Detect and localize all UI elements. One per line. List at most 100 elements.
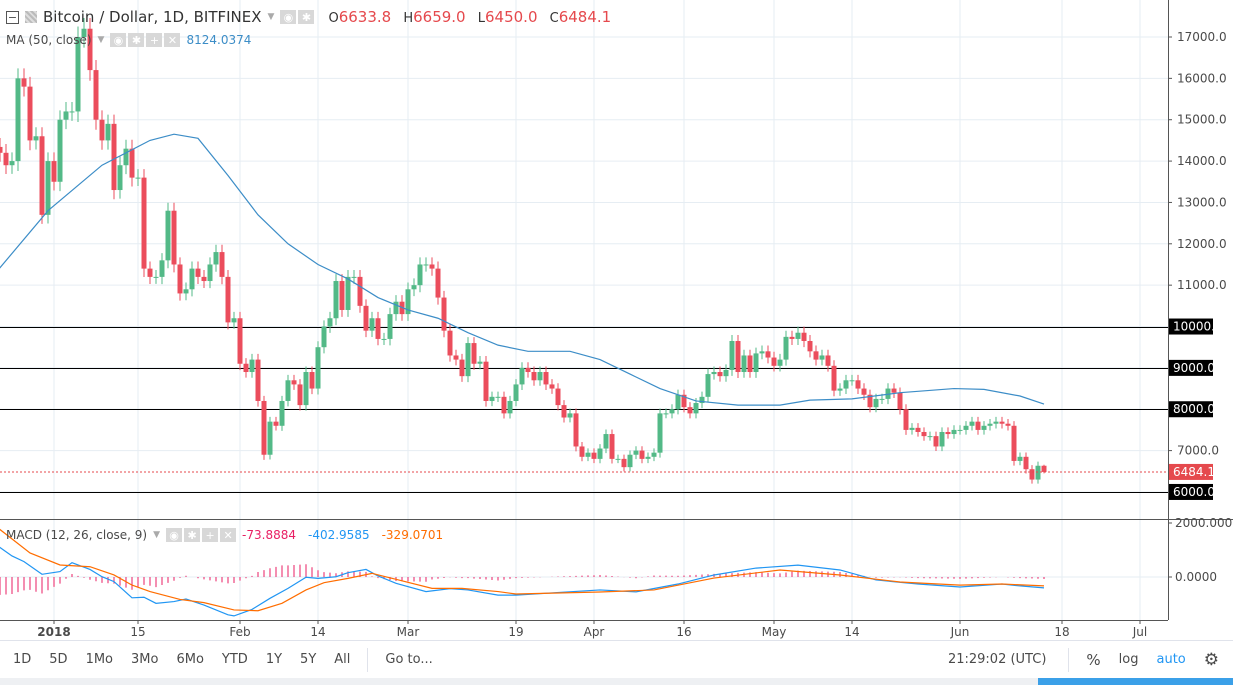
candle-up[interactable] — [123, 148, 129, 166]
candle-up[interactable] — [537, 372, 543, 381]
candle-down[interactable] — [681, 394, 687, 408]
candle-up[interactable] — [777, 359, 783, 366]
candle-down[interactable] — [891, 388, 897, 393]
candle-down[interactable] — [459, 359, 465, 377]
range-button-5d[interactable]: 5D — [49, 652, 68, 667]
candle-up[interactable] — [645, 456, 651, 459]
candle-down[interactable] — [897, 392, 903, 410]
candle-up[interactable] — [153, 276, 159, 278]
candle-down[interactable] — [543, 372, 549, 385]
candle-up[interactable] — [633, 450, 639, 455]
plus-icon[interactable]: + — [202, 528, 219, 542]
candle-down[interactable] — [93, 70, 99, 120]
candle-up[interactable] — [189, 268, 195, 290]
candle-up[interactable] — [729, 340, 735, 370]
eye-icon[interactable]: ◉ — [166, 528, 183, 542]
gear-icon[interactable]: ✱ — [184, 528, 201, 542]
candle-up[interactable] — [369, 318, 375, 331]
plus-icon[interactable]: + — [146, 33, 163, 47]
candle-up[interactable] — [135, 177, 141, 179]
candle-down[interactable] — [579, 446, 585, 457]
ma-label[interactable]: MA (50, close) — [6, 33, 92, 47]
candle-down[interactable] — [27, 86, 33, 141]
candle-up[interactable] — [567, 413, 573, 418]
candle-up[interactable] — [1035, 465, 1041, 480]
candle-up[interactable] — [693, 403, 699, 414]
candle-down[interactable] — [501, 396, 507, 414]
candle-up[interactable] — [783, 336, 789, 360]
candle-down[interactable] — [339, 281, 345, 310]
candle-up[interactable] — [159, 260, 165, 277]
candle-down[interactable] — [357, 276, 363, 306]
candle-up[interactable] — [603, 434, 609, 449]
candle-up[interactable] — [819, 355, 825, 360]
candle-down[interactable] — [933, 436, 939, 447]
candle-up[interactable] — [615, 458, 621, 460]
range-button-6mo[interactable]: 6Mo — [176, 652, 204, 667]
candle-down[interactable] — [1029, 469, 1035, 480]
candle-down[interactable] — [861, 388, 867, 395]
candle-down[interactable] — [255, 359, 261, 401]
candle-up[interactable] — [507, 400, 513, 414]
range-button-all[interactable]: All — [334, 652, 351, 667]
candle-up[interactable] — [63, 111, 69, 120]
candle-up[interactable] — [285, 380, 291, 401]
candle-up[interactable] — [663, 413, 669, 415]
candle-up[interactable] — [909, 427, 915, 430]
candle-down[interactable] — [471, 343, 477, 364]
candle-up[interactable] — [69, 111, 75, 113]
candle-up[interactable] — [657, 413, 663, 453]
candle-down[interactable] — [531, 372, 537, 381]
candle-up[interactable] — [303, 372, 309, 406]
candle-down[interactable] — [297, 384, 303, 406]
candle-up[interactable] — [843, 380, 849, 389]
candle-up[interactable] — [417, 264, 423, 286]
candle-up[interactable] — [213, 252, 219, 265]
candle-up[interactable] — [939, 431, 945, 447]
candle-down[interactable] — [639, 450, 645, 459]
log-toggle[interactable]: log — [1118, 652, 1139, 667]
range-button-3mo[interactable]: 3Mo — [131, 652, 159, 667]
candle-down[interactable] — [99, 119, 105, 141]
candle-up[interactable] — [963, 425, 969, 430]
candle-up[interactable] — [117, 165, 123, 191]
candle-up[interactable] — [873, 398, 879, 408]
candle-down[interactable] — [915, 427, 921, 432]
candle-down[interactable] — [237, 318, 243, 364]
candle-down[interactable] — [717, 372, 723, 377]
range-button-1mo[interactable]: 1Mo — [85, 652, 114, 667]
candle-up[interactable] — [15, 78, 21, 162]
candle-down[interactable] — [111, 123, 117, 191]
candle-up[interactable] — [165, 210, 171, 261]
candle-up[interactable] — [585, 452, 591, 457]
dropdown-caret-icon[interactable]: ▼ — [267, 12, 275, 22]
candle-up[interactable] — [249, 359, 255, 373]
candle-down[interactable] — [453, 355, 459, 360]
candle-down[interactable] — [3, 152, 9, 166]
candle-down[interactable] — [219, 252, 225, 277]
eye-icon[interactable]: ◉ — [110, 33, 127, 47]
chart-canvas[interactable]: 17000.0 16000.0 15000.0 14000.0 13000.0 12000… — [0, 0, 1233, 640]
candle-down[interactable] — [591, 452, 597, 459]
candle-up[interactable] — [381, 338, 387, 340]
candle-up[interactable] — [75, 37, 81, 112]
candle-down[interactable] — [573, 413, 579, 447]
candle-up[interactable] — [33, 136, 39, 141]
candle-up[interactable] — [345, 276, 351, 310]
candle-down[interactable] — [771, 357, 777, 366]
candle-down[interactable] — [801, 332, 807, 341]
candle-down[interactable] — [789, 336, 795, 339]
candle-down[interactable] — [687, 407, 693, 414]
candle-up[interactable] — [957, 429, 963, 431]
candle-up[interactable] — [519, 367, 525, 385]
candle-up[interactable] — [327, 318, 333, 327]
candle-up[interactable] — [699, 396, 705, 404]
candle-down[interactable] — [975, 421, 981, 430]
candle-down[interactable] — [609, 434, 615, 459]
candle-up[interactable] — [627, 454, 633, 468]
candle-down[interactable] — [261, 400, 267, 455]
candle-up[interactable] — [315, 347, 321, 389]
dropdown-caret-icon[interactable]: ▼ — [153, 530, 161, 540]
candle-down[interactable] — [171, 210, 177, 265]
gear-icon[interactable]: ✱ — [298, 10, 315, 24]
